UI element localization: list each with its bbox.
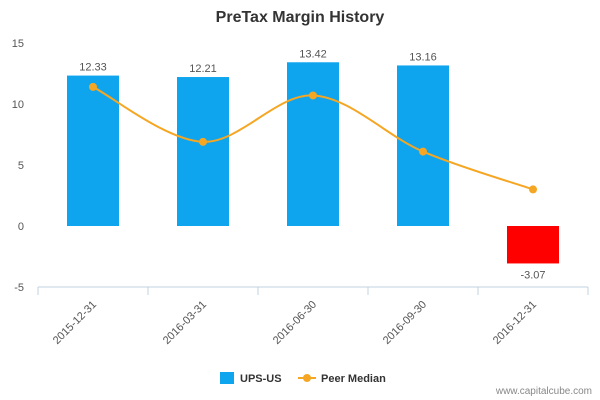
- bar-data-label: -3.07: [520, 269, 545, 281]
- bar-data-label: 12.21: [189, 63, 217, 75]
- bar: [177, 77, 229, 227]
- chart-title: PreTax Margin History: [216, 9, 385, 26]
- y-tick-label: -5: [14, 282, 24, 294]
- watermark: www.capitalcube.com: [495, 386, 592, 397]
- x-tick-label: 2015-12-31: [51, 299, 99, 347]
- bar-data-label: 12.33: [79, 62, 107, 74]
- bar: [67, 75, 119, 226]
- x-tick-label: 2016-06-30: [271, 299, 319, 347]
- bar-data-label: 13.42: [299, 48, 327, 60]
- bar-data-labels: 12.33 12.21 13.42 13.16 -3.07: [79, 48, 545, 281]
- y-tick-label: 0: [18, 221, 24, 233]
- peer-median-point: [529, 185, 537, 194]
- peer-median-point: [89, 82, 97, 91]
- y-tick-label: 10: [12, 99, 24, 111]
- peer-median-point: [199, 137, 207, 146]
- x-tick-label: 2016-09-30: [381, 299, 429, 347]
- y-tick-label: 15: [12, 38, 24, 50]
- x-tick-label: 2016-12-31: [491, 299, 539, 347]
- bar: [287, 62, 339, 226]
- y-tick-label: 5: [18, 160, 24, 172]
- legend-label-peer: Peer Median: [321, 373, 386, 385]
- legend-label-ups: UPS-US: [240, 373, 282, 385]
- bar-data-label: 13.16: [409, 51, 437, 63]
- legend: UPS-US Peer Median: [220, 372, 386, 385]
- legend-swatch-peer-marker: [303, 374, 311, 382]
- bar: [507, 226, 559, 264]
- y-axis: -5 0 5 10 15: [12, 38, 24, 294]
- legend-swatch-ups: [220, 372, 234, 384]
- peer-median-point: [309, 91, 317, 100]
- x-axis: 2015-12-31 2016-03-31 2016-06-30 2016-09-30…: [37, 286, 589, 347]
- bar-series: [67, 62, 559, 264]
- bar: [397, 65, 449, 226]
- peer-median-point: [419, 147, 427, 156]
- x-tick-label: 2016-03-31: [161, 299, 209, 347]
- peer-median-series: [89, 82, 537, 194]
